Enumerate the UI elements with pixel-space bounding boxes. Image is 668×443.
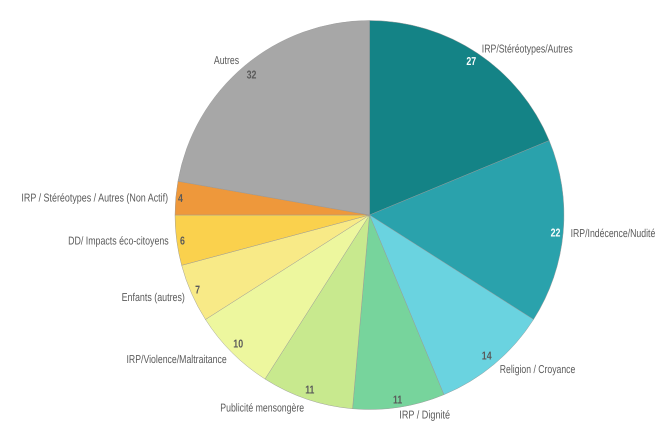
svg-text:IRP / Stéréotypes / Autres (No: IRP / Stéréotypes / Autres (Non Actif) bbox=[21, 193, 168, 205]
svg-text:4: 4 bbox=[178, 193, 183, 205]
svg-text:27: 27 bbox=[466, 56, 476, 68]
svg-text:22: 22 bbox=[551, 227, 561, 239]
svg-text:Religion / Croyance: Religion / Croyance bbox=[500, 364, 576, 376]
svg-text:DD/ Impacts éco-citoyens: DD/ Impacts éco-citoyens bbox=[68, 236, 169, 248]
svg-text:IRP/Stéréotypes/Autres: IRP/Stéréotypes/Autres bbox=[482, 43, 573, 55]
svg-text:7: 7 bbox=[195, 285, 200, 297]
svg-text:Enfants (autres): Enfants (autres) bbox=[122, 292, 185, 304]
svg-text:Publicité mensongère: Publicité mensongère bbox=[220, 403, 304, 415]
svg-text:6: 6 bbox=[180, 236, 185, 248]
svg-text:11: 11 bbox=[393, 395, 403, 407]
svg-text:32: 32 bbox=[247, 70, 257, 82]
svg-text:11: 11 bbox=[305, 384, 315, 396]
svg-text:10: 10 bbox=[233, 339, 243, 351]
svg-text:14: 14 bbox=[482, 350, 492, 362]
svg-text:IRP/Indécence/Nudité: IRP/Indécence/Nudité bbox=[571, 228, 656, 240]
svg-text:IRP / Dignité: IRP / Dignité bbox=[399, 410, 450, 422]
svg-text:IRP/Violence/Maltraitance: IRP/Violence/Maltraitance bbox=[127, 354, 227, 366]
svg-text:Autres: Autres bbox=[214, 55, 239, 67]
